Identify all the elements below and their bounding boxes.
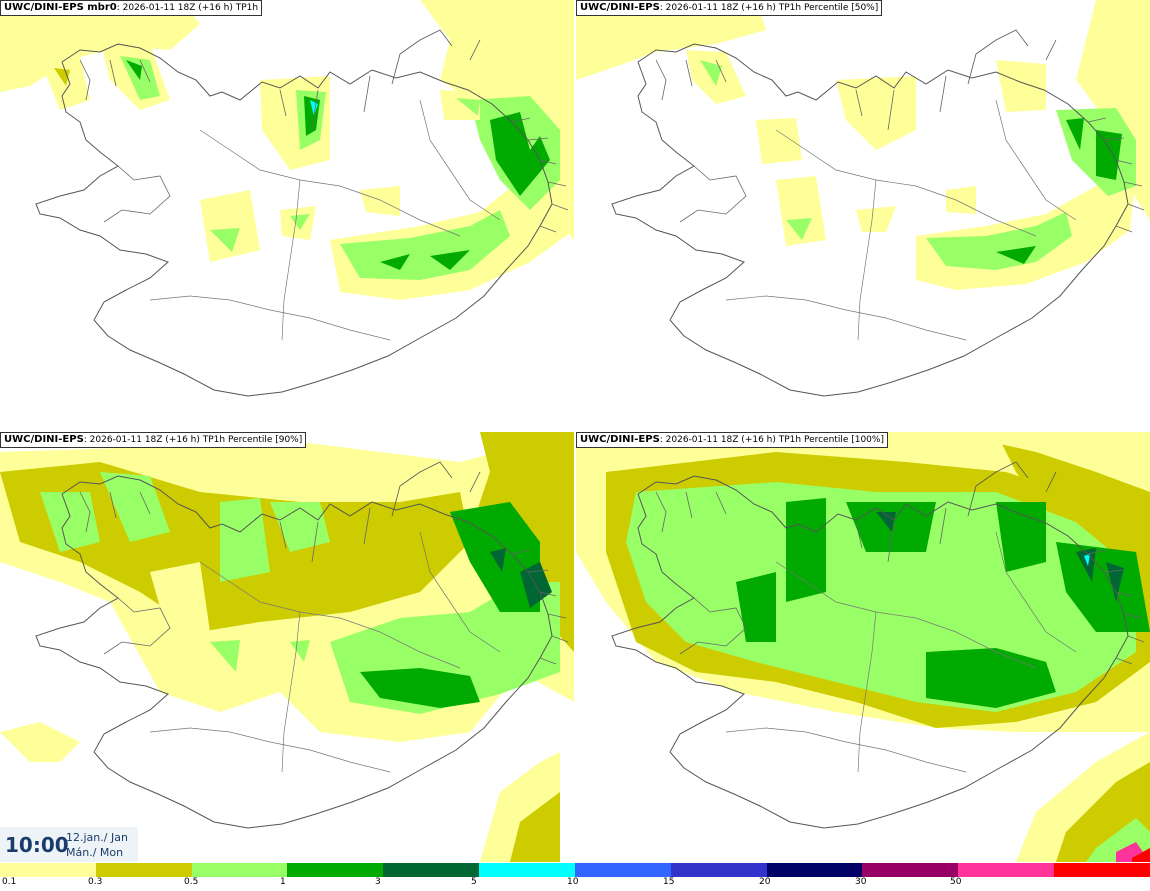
map-panel-p50: UWC/DINI-EPS: 2026-01-11 18Z (+16 h) TP1… bbox=[576, 0, 1150, 430]
legend-tick-label: 0.3 bbox=[88, 877, 103, 887]
legend-swatch bbox=[574, 863, 671, 877]
valid-time-box: 10:00 12.jan./ Jan Mán./ Mon bbox=[0, 827, 138, 862]
legend-tick-label: 0.5 bbox=[184, 877, 199, 887]
legend-swatch bbox=[383, 863, 480, 877]
legend-tick-label: 5 bbox=[471, 877, 477, 887]
precip-field bbox=[0, 432, 574, 862]
panel-title: UWC/DINI-EPS: 2026-01-11 18Z (+16 h) TP1… bbox=[0, 432, 307, 448]
panel-title: UWC/DINI-EPS: 2026-01-11 18Z (+16 h) TP1… bbox=[576, 432, 888, 448]
legend-tick-label: 15 bbox=[663, 877, 675, 887]
legend-swatch bbox=[670, 863, 767, 877]
legend-tick-label: 20 bbox=[759, 877, 771, 887]
legend-swatch bbox=[479, 863, 575, 877]
legend-tick-label: 10 bbox=[567, 877, 579, 887]
precip-field bbox=[576, 432, 1150, 862]
legend-swatch bbox=[287, 863, 384, 877]
legend-tick-label: 1 bbox=[280, 877, 286, 887]
panel-separator bbox=[0, 430, 1150, 432]
panel-title: UWC/DINI-EPS: 2026-01-11 18Z (+16 h) TP1… bbox=[576, 0, 883, 16]
legend-swatch bbox=[862, 863, 959, 877]
legend-swatch bbox=[191, 863, 288, 877]
legend-tick-label: 0.1 bbox=[2, 877, 17, 887]
valid-time: 10:00 bbox=[5, 833, 69, 857]
legend-swatch bbox=[95, 863, 192, 877]
precip-field bbox=[0, 0, 574, 397]
legend-swatch bbox=[958, 863, 1055, 877]
legend-swatch bbox=[766, 863, 863, 877]
valid-date: 12.jan./ Jan Mán./ Mon bbox=[66, 831, 128, 859]
legend-tick-label: 3 bbox=[375, 877, 381, 887]
legend-swatch bbox=[0, 863, 96, 877]
color-legend: 0.1 0.3 0.5 1 3 5 10 15 20 30 50 bbox=[0, 862, 1150, 891]
legend-swatch bbox=[1054, 863, 1150, 877]
legend-tick-label: 50 bbox=[950, 877, 962, 887]
map-panel-p90: UWC/DINI-EPS: 2026-01-11 18Z (+16 h) TP1… bbox=[0, 432, 574, 862]
map-panel-mbr0: UWC/DINI-EPS mbr0: 2026-01-11 18Z (+16 h… bbox=[0, 0, 574, 430]
legend-tick-label: 30 bbox=[855, 877, 867, 887]
legend-swatches bbox=[0, 863, 1150, 877]
precip-field bbox=[576, 0, 1150, 397]
map-panel-p100: UWC/DINI-EPS: 2026-01-11 18Z (+16 h) TP1… bbox=[576, 432, 1150, 862]
panel-title: UWC/DINI-EPS mbr0: 2026-01-11 18Z (+16 h… bbox=[0, 0, 263, 16]
